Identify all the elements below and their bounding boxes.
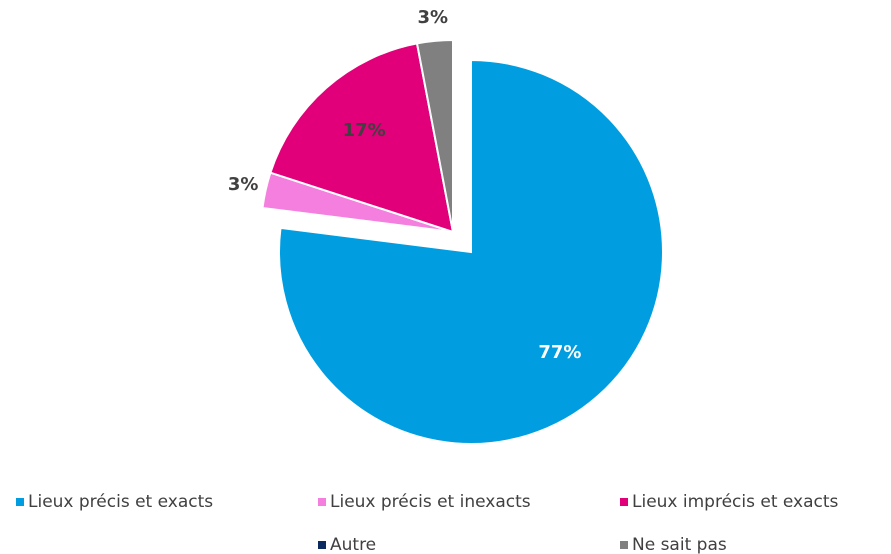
legend-label: Lieux imprécis et exacts bbox=[632, 492, 839, 512]
legend-label: Autre bbox=[330, 535, 376, 554]
pie-slice bbox=[269, 42, 455, 234]
legend-swatch bbox=[318, 498, 326, 506]
pie-slice bbox=[278, 58, 664, 445]
data-label: 77% bbox=[538, 342, 581, 363]
data-label: 3% bbox=[417, 7, 448, 28]
legend-swatch bbox=[620, 541, 628, 549]
legend-swatch bbox=[620, 498, 628, 506]
legend-label: Ne sait pas bbox=[632, 535, 727, 554]
legend-label: Lieux précis et exacts bbox=[28, 492, 213, 512]
legend-swatch bbox=[318, 541, 326, 549]
legend-swatch bbox=[16, 498, 24, 506]
data-label: 3% bbox=[228, 174, 259, 195]
data-label: 17% bbox=[343, 120, 386, 141]
legend-label: Lieux précis et inexacts bbox=[330, 492, 531, 512]
pie-slice bbox=[415, 38, 454, 233]
